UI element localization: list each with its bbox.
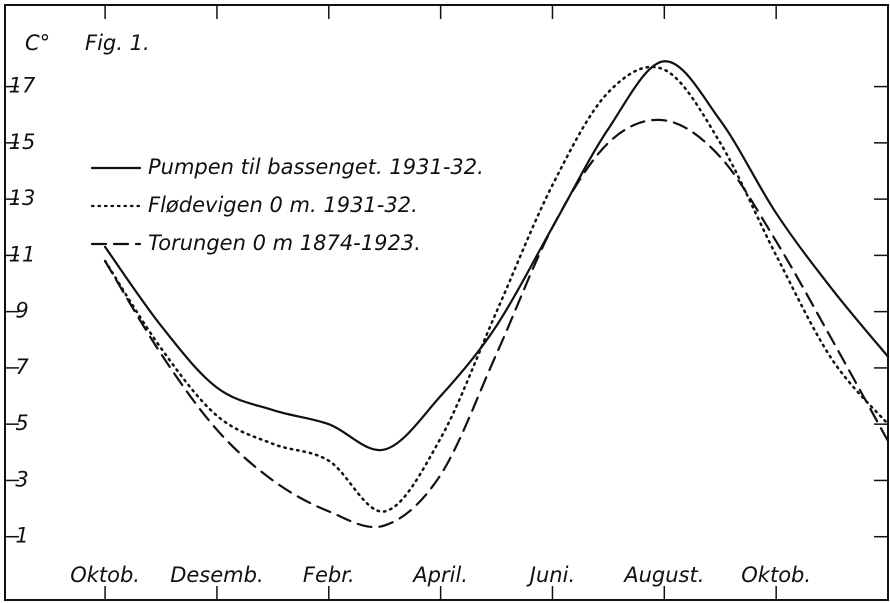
y-axis-label: C° — [25, 31, 50, 55]
frame — [4, 4, 889, 601]
x-tick-label: Desemb. — [170, 563, 263, 587]
y-tick-label: 7 — [15, 355, 29, 379]
series-line — [103, 118, 890, 529]
y-tick-label: 1 — [15, 524, 28, 548]
series-line — [103, 60, 890, 452]
chart-title: Fig. 1. — [85, 31, 150, 55]
x-tick-label: Febr. — [303, 563, 355, 587]
y-tick-label: 15 — [9, 130, 36, 154]
x-tick-label: August. — [622, 563, 704, 587]
y-tick-label: 17 — [9, 74, 36, 98]
legend-label: Flødevigen 0 m. 1931-32. — [148, 193, 418, 217]
x-tick-label: Juni. — [526, 563, 575, 587]
y-tick-label: 3 — [15, 467, 28, 491]
series-line — [103, 65, 890, 513]
y-tick-label: 13 — [9, 186, 36, 210]
legend-label: Pumpen til bassenget. 1931-32. — [148, 155, 484, 179]
y-tick-label: 11 — [9, 242, 36, 266]
x-tick-label: April. — [411, 563, 468, 587]
x-tick-label: Oktob. — [70, 563, 140, 587]
y-tick-label: 9 — [15, 299, 28, 323]
y-tick-label: 5 — [15, 411, 28, 435]
x-tick-label: Oktob. — [741, 563, 811, 587]
legend-label: Torungen 0 m 1874-1923. — [148, 231, 421, 255]
